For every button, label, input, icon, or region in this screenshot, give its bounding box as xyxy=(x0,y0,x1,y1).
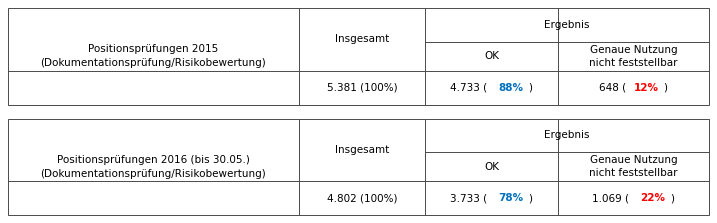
Text: Positionsprüfungen 2015
(Dokumentationsprüfung/Risikobewertung): Positionsprüfungen 2015 (Dokumentationsp… xyxy=(41,44,266,68)
Text: 88%: 88% xyxy=(498,83,523,93)
Text: 4.802 (100%): 4.802 (100%) xyxy=(327,193,397,203)
Text: OK: OK xyxy=(484,51,499,61)
Text: 78%: 78% xyxy=(498,193,523,203)
Text: OK: OK xyxy=(484,162,499,172)
Text: 22%: 22% xyxy=(640,193,665,203)
Text: 12%: 12% xyxy=(634,83,659,93)
Text: ): ) xyxy=(528,83,532,93)
Text: 3.733 (: 3.733 ( xyxy=(450,193,488,203)
Text: 5.381 (100%): 5.381 (100%) xyxy=(327,83,397,93)
Text: Positionsprüfungen 2016 (bis 30.05.)
(Dokumentationsprüfung/Risikobewertung): Positionsprüfungen 2016 (bis 30.05.) (Do… xyxy=(41,155,266,179)
Text: Insgesamt: Insgesamt xyxy=(335,34,389,44)
Text: Genaue Nutzung
nicht feststellbar: Genaue Nutzung nicht feststellbar xyxy=(589,45,678,68)
Text: 1.069 (: 1.069 ( xyxy=(592,193,630,203)
Text: 648 (: 648 ( xyxy=(599,83,626,93)
Text: 4.733 (: 4.733 ( xyxy=(450,83,488,93)
Text: Genaue Nutzung
nicht feststellbar: Genaue Nutzung nicht feststellbar xyxy=(589,155,678,178)
Text: Ergebnis: Ergebnis xyxy=(544,20,590,30)
Text: Ergebnis: Ergebnis xyxy=(544,130,590,140)
Text: ): ) xyxy=(528,193,532,203)
Text: Insgesamt: Insgesamt xyxy=(335,145,389,155)
Text: ): ) xyxy=(670,193,674,203)
Text: ): ) xyxy=(663,83,668,93)
